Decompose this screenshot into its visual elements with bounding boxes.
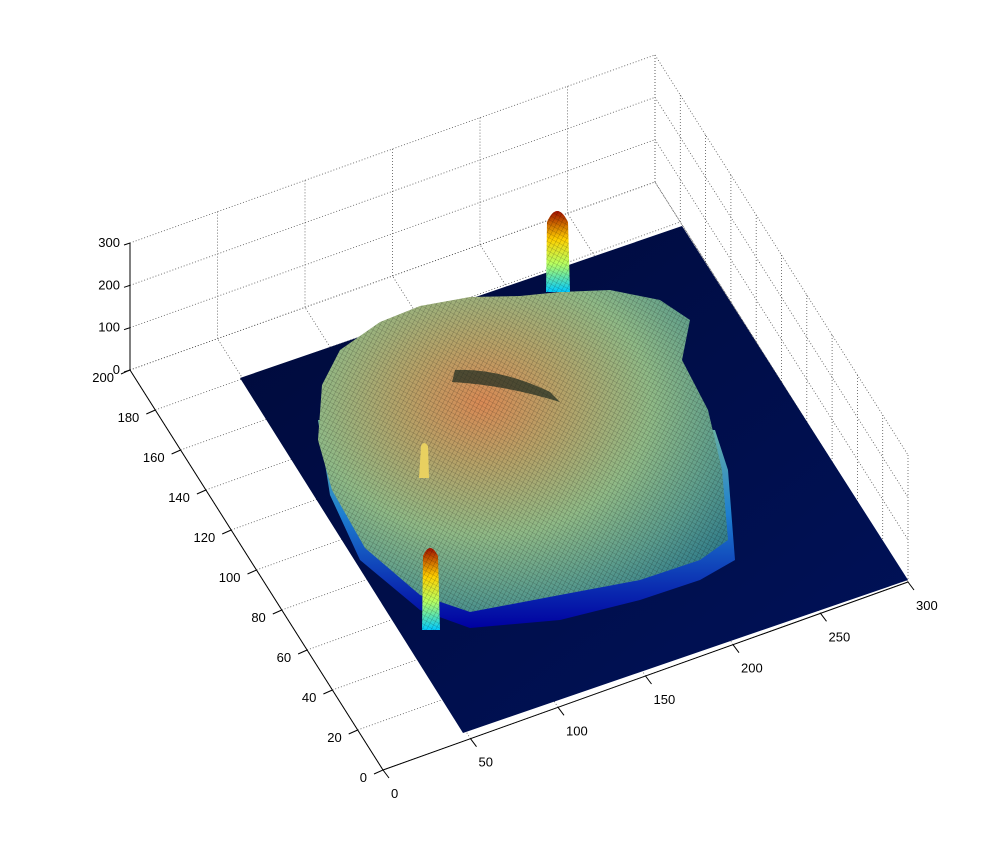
y-tick <box>196 489 207 495</box>
y-tick <box>348 729 358 735</box>
y-tick-label: 160 <box>143 450 165 465</box>
y-tick-label: 140 <box>168 490 190 505</box>
y-tick <box>247 569 257 575</box>
x-tick <box>382 769 390 779</box>
z-tick-label: 0 <box>113 362 120 377</box>
surface-mesh <box>318 290 728 612</box>
spike-tall <box>546 211 570 292</box>
y-tick <box>221 529 232 535</box>
y-tick-label: 100 <box>219 570 241 585</box>
z-tick-labels: 0 100 200 300 <box>98 235 120 377</box>
y-tick <box>146 409 156 415</box>
y-tick <box>297 649 308 655</box>
x-tick-label: 250 <box>829 629 851 644</box>
spike-thin <box>419 443 429 478</box>
y-tick-label: 20 <box>327 730 341 745</box>
x-tick-label: 50 <box>479 755 493 770</box>
spike-small <box>422 548 440 630</box>
z-tick-label: 300 <box>98 235 120 250</box>
x-tick <box>645 675 652 685</box>
z-tick <box>123 242 131 246</box>
y-tick-label: 40 <box>302 690 316 705</box>
x-tick <box>470 738 477 747</box>
surface-ridge <box>452 369 560 402</box>
axis-lines <box>120 242 915 779</box>
x-tick <box>907 581 915 591</box>
z-tick <box>123 284 131 288</box>
y-tick <box>373 769 384 775</box>
x-tick-label: 200 <box>741 661 763 676</box>
y-tick-label: 180 <box>118 410 140 425</box>
y-tick-label: 120 <box>193 530 215 545</box>
y-tick-label: 80 <box>251 610 265 625</box>
y-tick-label: 0 <box>360 770 367 785</box>
x-tick <box>732 644 740 653</box>
y-tick <box>120 369 131 375</box>
y-tick <box>272 609 283 615</box>
x-tick-label: 100 <box>566 723 588 738</box>
y-tick-label: 60 <box>277 650 291 665</box>
x-tick-labels: 0 50 100 150 200 250 300 <box>391 598 938 801</box>
grid-line <box>654 139 909 540</box>
z-tick <box>123 327 131 331</box>
z-tick-label: 100 <box>98 320 120 335</box>
grid-line <box>654 97 909 498</box>
grid-line <box>654 54 909 456</box>
y-tick-labels: 0 20 40 60 80 100 120 140 160 180 200 <box>92 370 367 785</box>
y-tick-label: 200 <box>92 370 114 385</box>
z-tick-label: 200 <box>98 277 120 292</box>
x-tick-label: 150 <box>654 692 676 707</box>
x-tick-label: 300 <box>916 598 938 613</box>
x-tick <box>820 613 827 622</box>
x-tick <box>557 707 565 716</box>
x-tick-label: 0 <box>391 786 398 801</box>
y-tick <box>323 689 333 695</box>
grid-line <box>654 181 909 583</box>
y-tick <box>171 449 181 455</box>
